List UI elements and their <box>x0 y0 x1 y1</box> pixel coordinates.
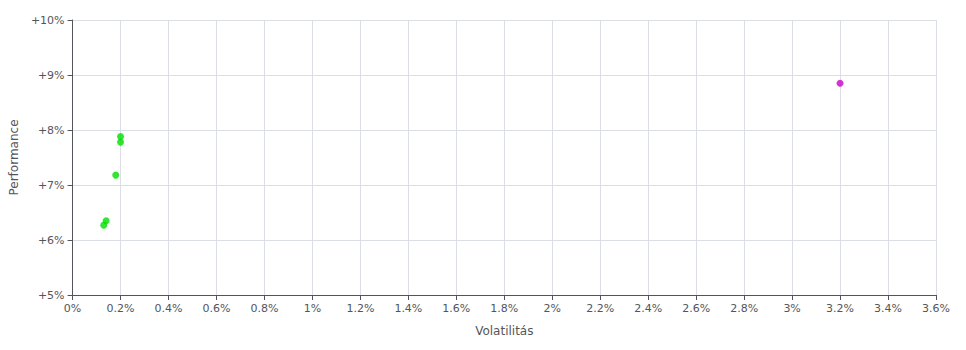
svg-text:3.2%: 3.2% <box>826 302 854 315</box>
svg-text:0.2%: 0.2% <box>107 302 135 315</box>
svg-text:+8%: +8% <box>38 124 65 137</box>
svg-text:2.4%: 2.4% <box>634 302 662 315</box>
svg-text:1.8%: 1.8% <box>490 302 518 315</box>
svg-text:+9%: +9% <box>38 69 65 82</box>
svg-text:3.4%: 3.4% <box>874 302 902 315</box>
svg-text:0.6%: 0.6% <box>202 302 230 315</box>
svg-text:1.4%: 1.4% <box>394 302 422 315</box>
svg-text:1.6%: 1.6% <box>442 302 470 315</box>
svg-text:2.2%: 2.2% <box>586 302 614 315</box>
svg-text:+6%: +6% <box>38 234 65 247</box>
svg-text:+10%: +10% <box>31 14 65 27</box>
svg-text:2.6%: 2.6% <box>682 302 710 315</box>
svg-text:+7%: +7% <box>38 179 65 192</box>
svg-text:2%: 2% <box>544 302 561 315</box>
svg-text:+5%: +5% <box>38 289 65 302</box>
svg-text:2.8%: 2.8% <box>730 302 758 315</box>
svg-text:3%: 3% <box>783 302 800 315</box>
svg-text:1%: 1% <box>304 302 321 315</box>
svg-text:0.4%: 0.4% <box>155 302 183 315</box>
svg-text:0.8%: 0.8% <box>250 302 278 315</box>
svg-text:1.2%: 1.2% <box>346 302 374 315</box>
svg-text:Volatilitás: Volatilitás <box>475 324 533 338</box>
svg-text:3.6%: 3.6% <box>922 302 950 315</box>
svg-text:Performance: Performance <box>7 119 21 195</box>
svg-text:0%: 0% <box>64 302 81 315</box>
